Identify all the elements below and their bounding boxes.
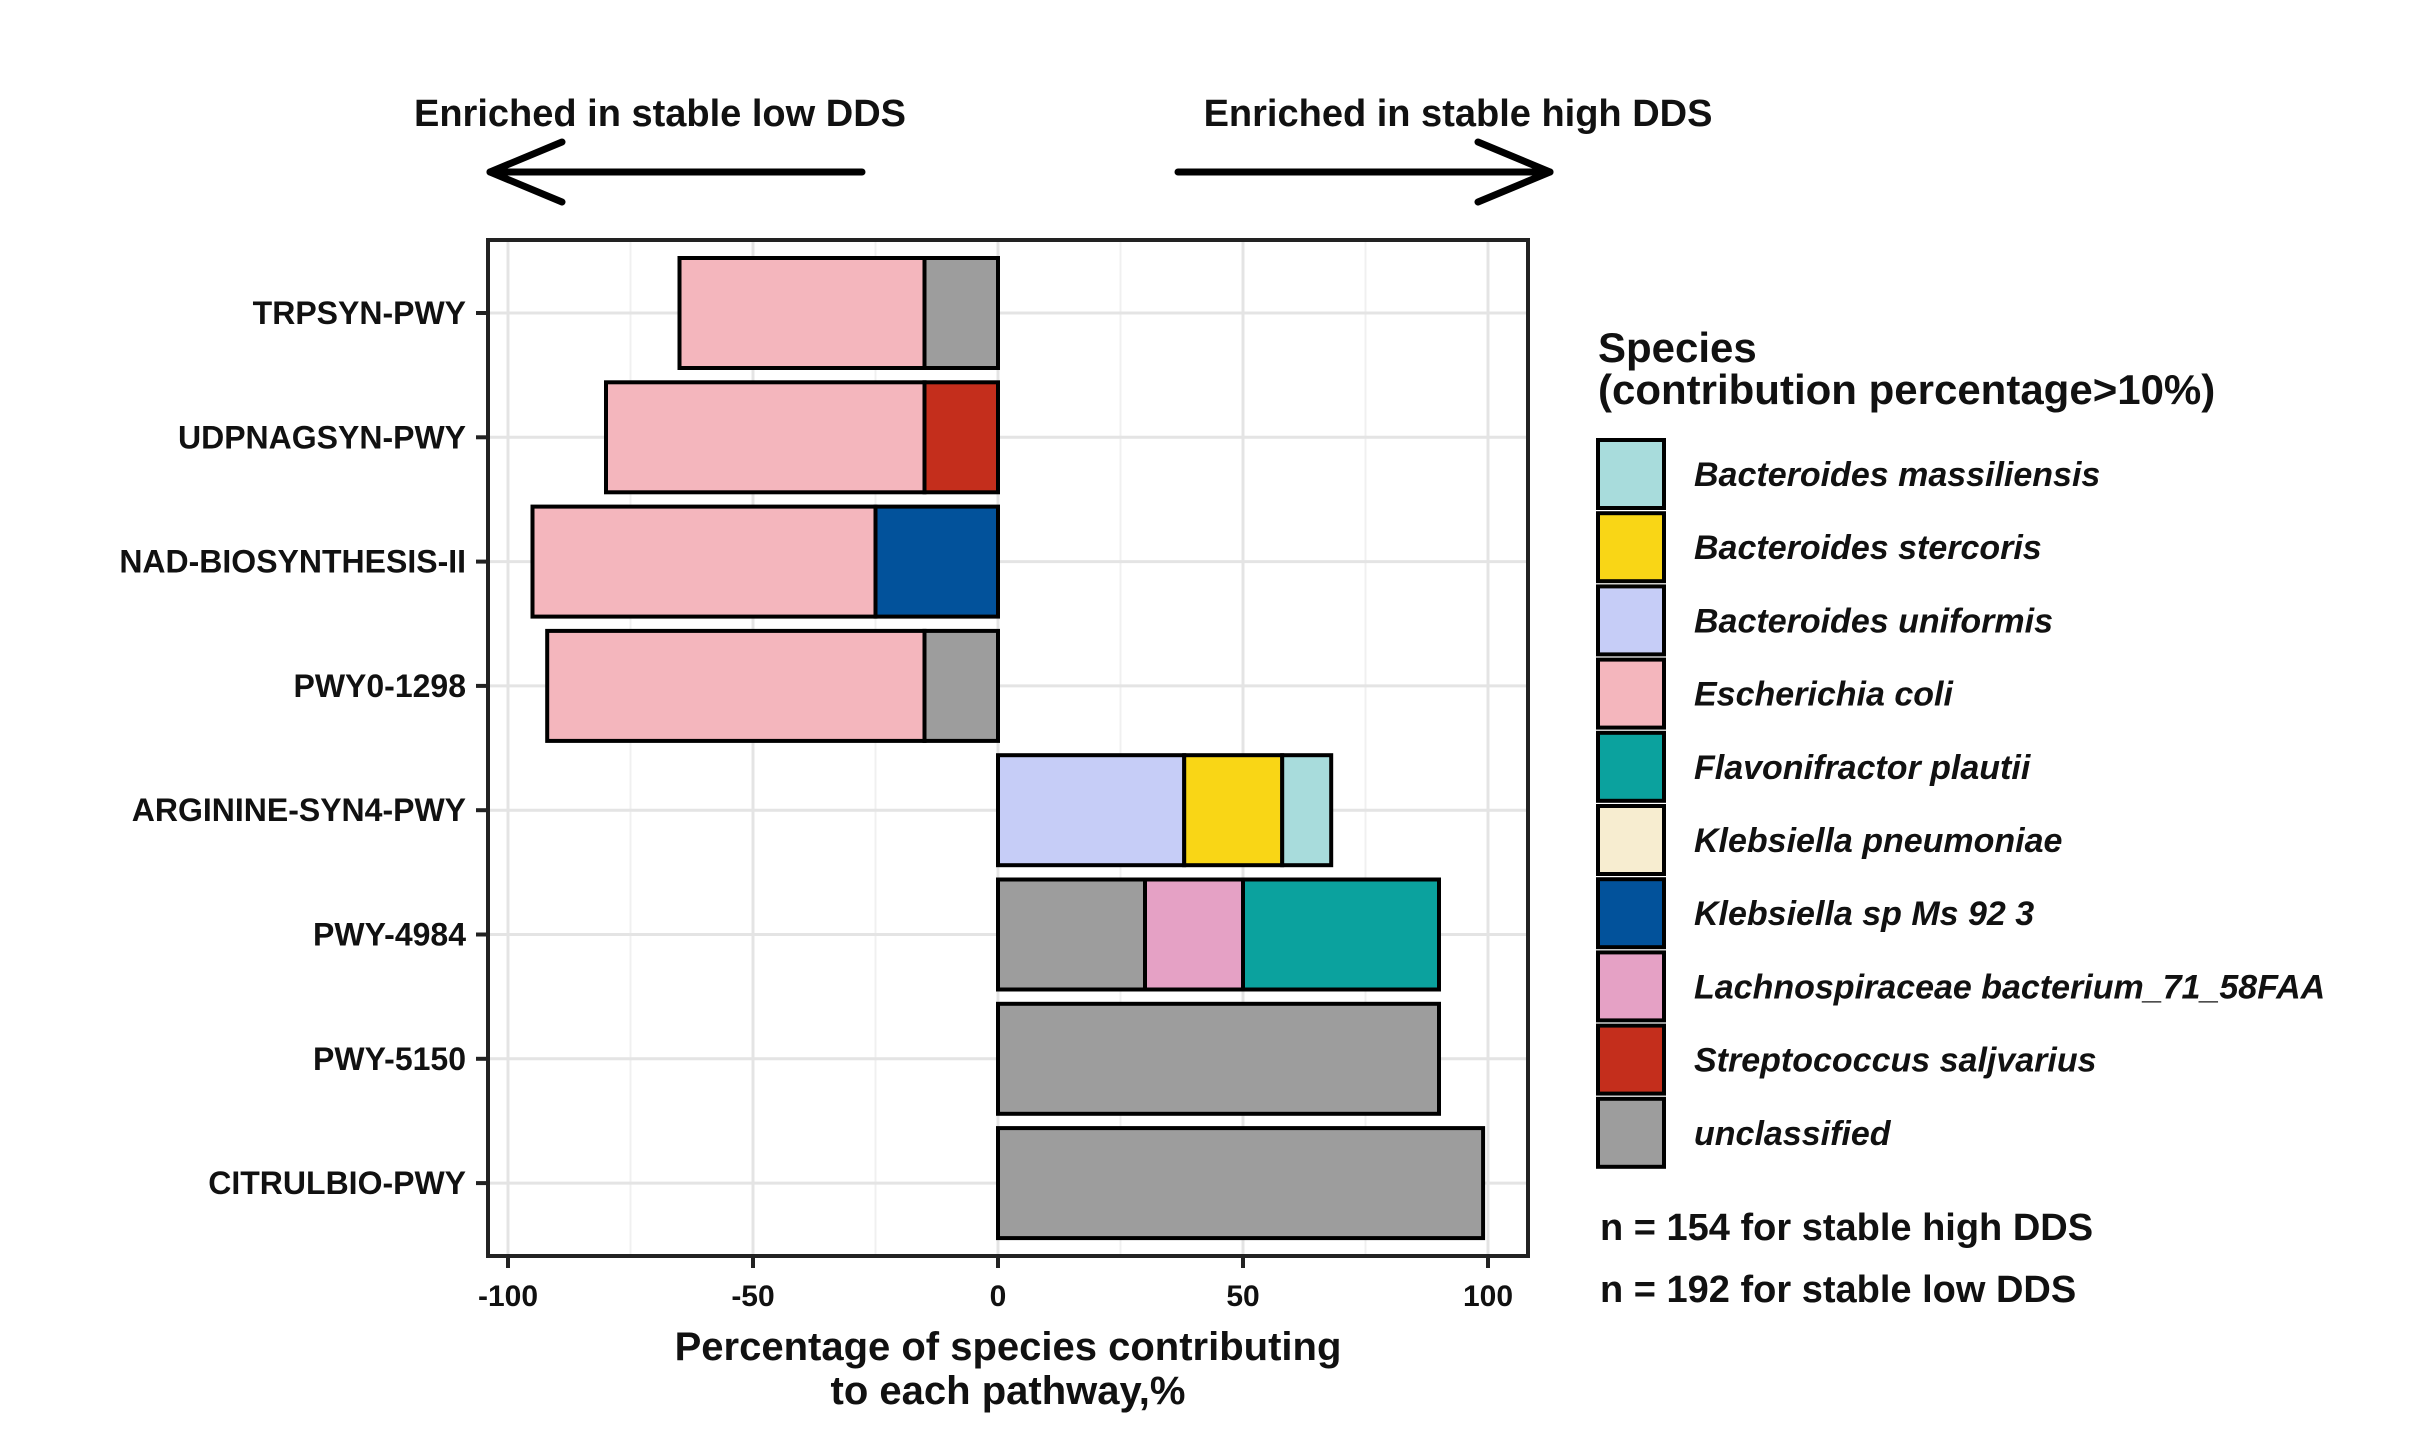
legend-label-streptococcus-saljvarius: Streptococcus saljvarius — [1694, 1042, 2097, 1080]
x-tick-label: 50 — [1226, 1280, 1259, 1313]
direction-right-label: Enriched in stable high DDS — [1204, 93, 1713, 135]
bar-segment-streptococcus-saljvarius — [922, 380, 1000, 495]
direction-left-label: Enriched in stable low DDS — [414, 93, 906, 135]
legend-entries: Bacteroides massiliensis Bacteroides ster… — [1596, 438, 2325, 1169]
legend-key-bacteroides-stercoris — [1596, 511, 1666, 584]
x-tick-label: -100 — [478, 1280, 538, 1313]
y-category-label: NAD-BIOSYNTHESIS-II — [119, 544, 466, 580]
bar-segment-unclassified — [922, 256, 1000, 370]
legend-label-klebsiella-sp-ms-92-3: Klebsiella sp Ms 92 3 — [1694, 895, 2034, 933]
legend-key-bacteroides-massiliensis — [1596, 438, 1666, 510]
bar-segment-escherichia-coli — [545, 628, 927, 743]
bar-segment-unclassified — [922, 628, 1000, 743]
legend-title-line1: Species — [1598, 324, 1757, 371]
bar-segment-escherichia-coli — [677, 256, 927, 370]
bar-segment-bacteroides-uniformis — [996, 753, 1187, 868]
bars — [530, 256, 1486, 1241]
legend-key-klebsiella-pneumoniae — [1596, 804, 1666, 876]
legend-title-line2: (contribution percentage>10%) — [1598, 366, 2215, 413]
y-category-label: ARGININE-SYN4-PWY — [132, 792, 466, 828]
bar-segment-unclassified — [996, 1001, 1441, 1116]
note-low-dds: n = 192 for stable low DDS — [1600, 1269, 2076, 1311]
bar-segment-bacteroides-massiliensis — [1280, 753, 1334, 868]
legend-key-streptococcus-saljvarius — [1596, 1023, 1666, 1096]
y-category-labels: TRPSYN-PWY UDPNAGSYN-PWY NAD-BIOSYNTHESIS-… — [119, 295, 488, 1201]
bar-segment-bacteroides-stercoris — [1182, 753, 1285, 868]
note-high-dds: n = 154 for stable high DDS — [1600, 1207, 2093, 1249]
y-category-label: UDPNAGSYN-PWY — [178, 419, 466, 455]
legend-label-flavonifractor-plautii: Flavonifractor plautii — [1694, 749, 2032, 787]
bar-segment-escherichia-coli — [604, 380, 927, 495]
arrow-left-icon — [486, 138, 866, 206]
y-category-label: TRPSYN-PWY — [253, 295, 466, 331]
y-category-label: PWY-4984 — [313, 917, 466, 953]
legend: Species (contribution percentage>10%) Ba… — [1596, 324, 2325, 1169]
arrow-right-icon — [1174, 138, 1554, 206]
legend-key-unclassified — [1596, 1096, 1666, 1169]
legend-label-bacteroides-stercoris: Bacteroides stercoris — [1694, 529, 2042, 567]
y-category-label: PWY-5150 — [313, 1041, 466, 1077]
bar-segment-unclassified — [996, 1126, 1486, 1241]
y-category-label: CITRULBIO-PWY — [208, 1165, 466, 1201]
legend-key-flavonifractor-plautii — [1596, 730, 1666, 803]
x-tick-label: -50 — [731, 1280, 774, 1313]
plot-border — [486, 238, 1530, 1258]
direction-annotations: Enriched in stable low DDS Enriched in s… — [414, 93, 1713, 206]
bar-segment-unclassified — [996, 877, 1147, 992]
bar-segment-lachnospiraceae-bacterium-71-58faa — [1143, 877, 1245, 992]
legend-key-escherichia-coli — [1596, 657, 1666, 730]
bar-segment-flavonifractor-plautii — [1241, 877, 1441, 992]
y-category-label: PWY0-1298 — [293, 668, 466, 704]
legend-label-klebsiella-pneumoniae: Klebsiella pneumoniae — [1694, 822, 2062, 860]
legend-key-lachnospiraceae-bacterium-71-58faa — [1596, 950, 1666, 1023]
legend-label-escherichia-coli: Escherichia coli — [1694, 676, 1954, 714]
legend-label-unclassified: unclassified — [1694, 1115, 1892, 1153]
x-tick-label: 0 — [990, 1280, 1007, 1313]
legend-key-klebsiella-sp-ms-92-3 — [1596, 877, 1666, 950]
x-tick-label: 100 — [1463, 1280, 1513, 1313]
legend-key-bacteroides-uniformis — [1596, 584, 1666, 657]
legend-label-bacteroides-massiliensis: Bacteroides massiliensis — [1694, 456, 2100, 494]
bar-segment-escherichia-coli — [530, 504, 878, 619]
legend-label-bacteroides-uniformis: Bacteroides uniformis — [1694, 602, 2053, 640]
x-axis-title-line2: to each pathway,% — [831, 1369, 1186, 1413]
bar-segment-klebsiella-sp-ms-92-3 — [873, 504, 1000, 619]
legend-label-lachnospiraceae-bacterium-71-58faa: Lachnospiraceae bacterium_71_58FAA — [1694, 968, 2325, 1006]
x-axis-title-line1: Percentage of species contributing — [675, 1325, 1342, 1369]
x-ticks: -100 -50 0 50 100 — [478, 1256, 1513, 1313]
